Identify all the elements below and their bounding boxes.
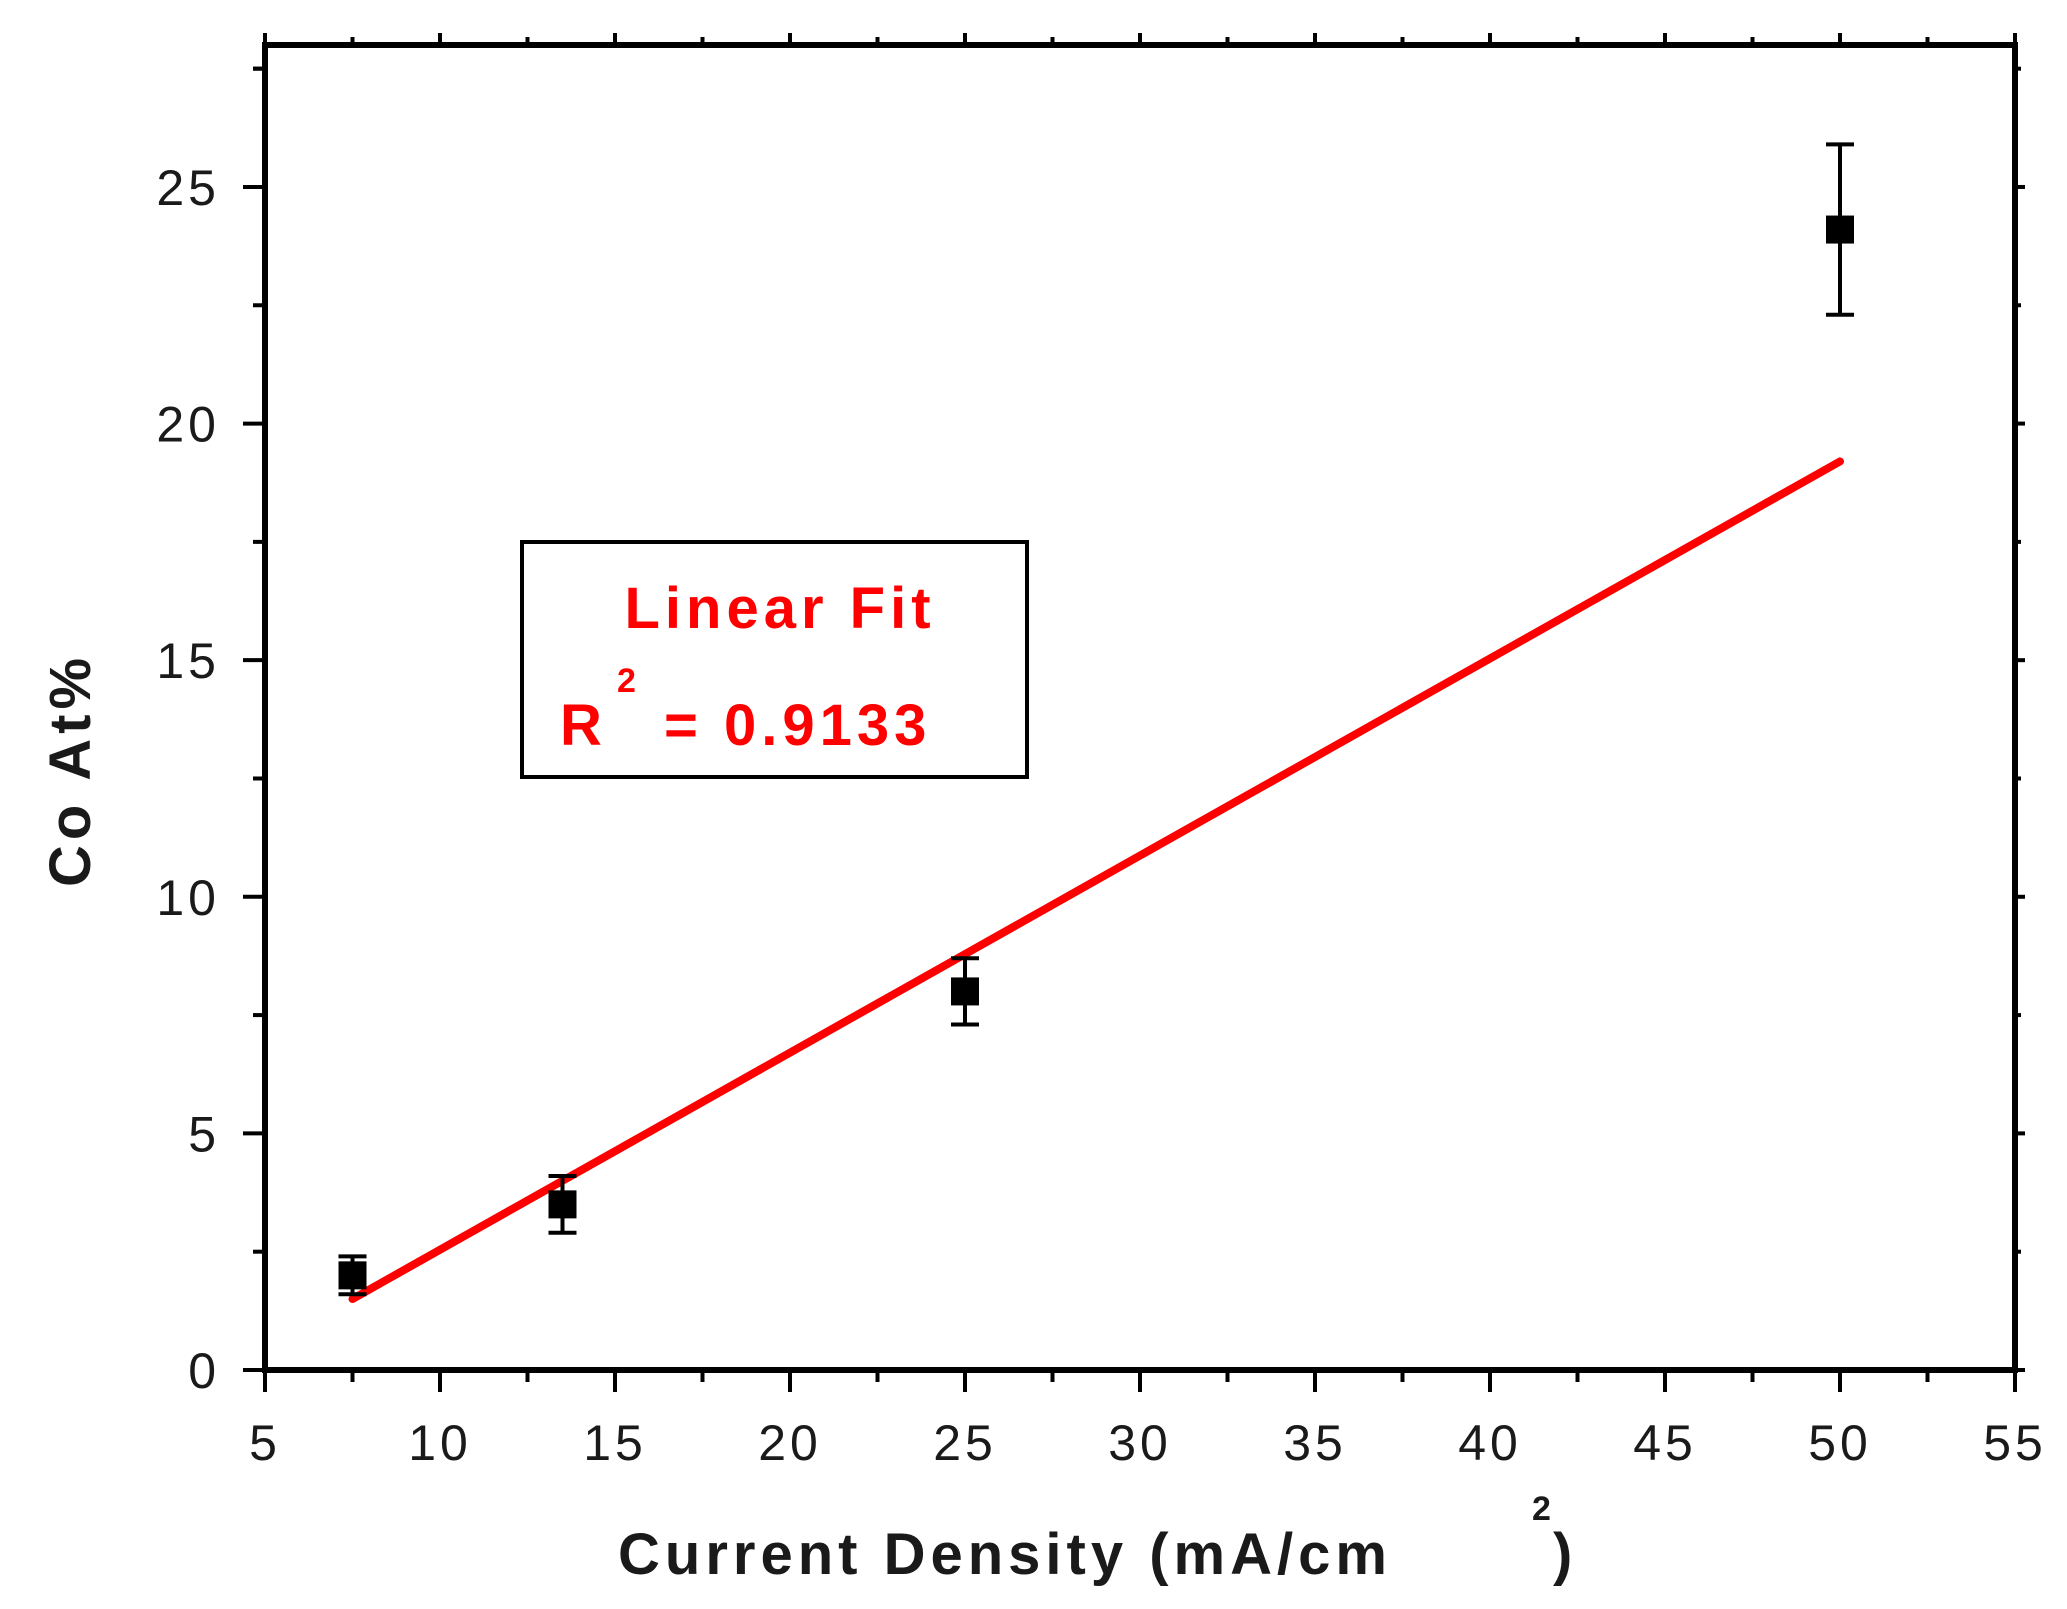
x-tick-label: 55 — [1983, 1415, 2047, 1471]
x-tick-label: 45 — [1633, 1415, 1697, 1471]
x-axis-label: Current Density (mA/cm — [618, 1522, 1392, 1587]
x-tick-label: 40 — [1458, 1415, 1522, 1471]
fit-line-layer — [348, 457, 1844, 1304]
x-tick-label: 15 — [583, 1415, 647, 1471]
x-tick-label: 10 — [408, 1415, 472, 1471]
data-points — [338, 142, 1854, 1297]
y-tick-label: 10 — [156, 870, 220, 926]
y-tick-label: 15 — [156, 633, 220, 689]
fit-annotation-r-superscript: 2 — [617, 662, 636, 700]
x-tick-label: 30 — [1108, 1415, 1172, 1471]
y-tick-label: 25 — [156, 160, 220, 216]
x-tick-label: 25 — [933, 1415, 997, 1471]
x-tick-label: 5 — [249, 1415, 281, 1471]
fit-annotation: Linear Fit R 2 = 0.9133 — [520, 540, 1029, 779]
y-tick-label: 5 — [188, 1106, 220, 1162]
x-axis-title: Current Density (mA/cm 2 ) — [618, 1490, 1577, 1587]
data-point-marker — [951, 977, 979, 1006]
x-tick-label: 20 — [758, 1415, 822, 1471]
fit-annotation-r-value: = 0.9133 — [664, 693, 931, 758]
x-axis-label-superscript: 2 — [1532, 1490, 1551, 1528]
x-tick-label: 35 — [1283, 1415, 1347, 1471]
data-point-marker — [1826, 215, 1854, 244]
fit-line — [348, 457, 1844, 1304]
y-tick-label: 20 — [156, 397, 220, 453]
fit-annotation-title: Linear Fit — [624, 576, 935, 641]
y-axis-label: Co At% — [38, 653, 103, 887]
fit-annotation-r-label: R — [560, 693, 607, 758]
x-axis-label-suffix: ) — [1553, 1522, 1577, 1587]
fit-annotation-box — [520, 540, 1029, 779]
data-point-marker — [338, 1261, 367, 1290]
data-point-marker — [548, 1190, 577, 1219]
y-tick-label: 0 — [188, 1343, 220, 1399]
x-tick-label: 50 — [1808, 1415, 1872, 1471]
